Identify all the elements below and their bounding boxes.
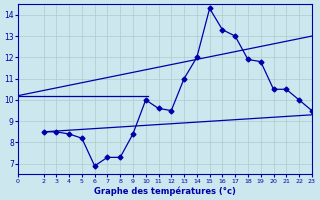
X-axis label: Graphe des températures (°c): Graphe des températures (°c) [94,186,236,196]
